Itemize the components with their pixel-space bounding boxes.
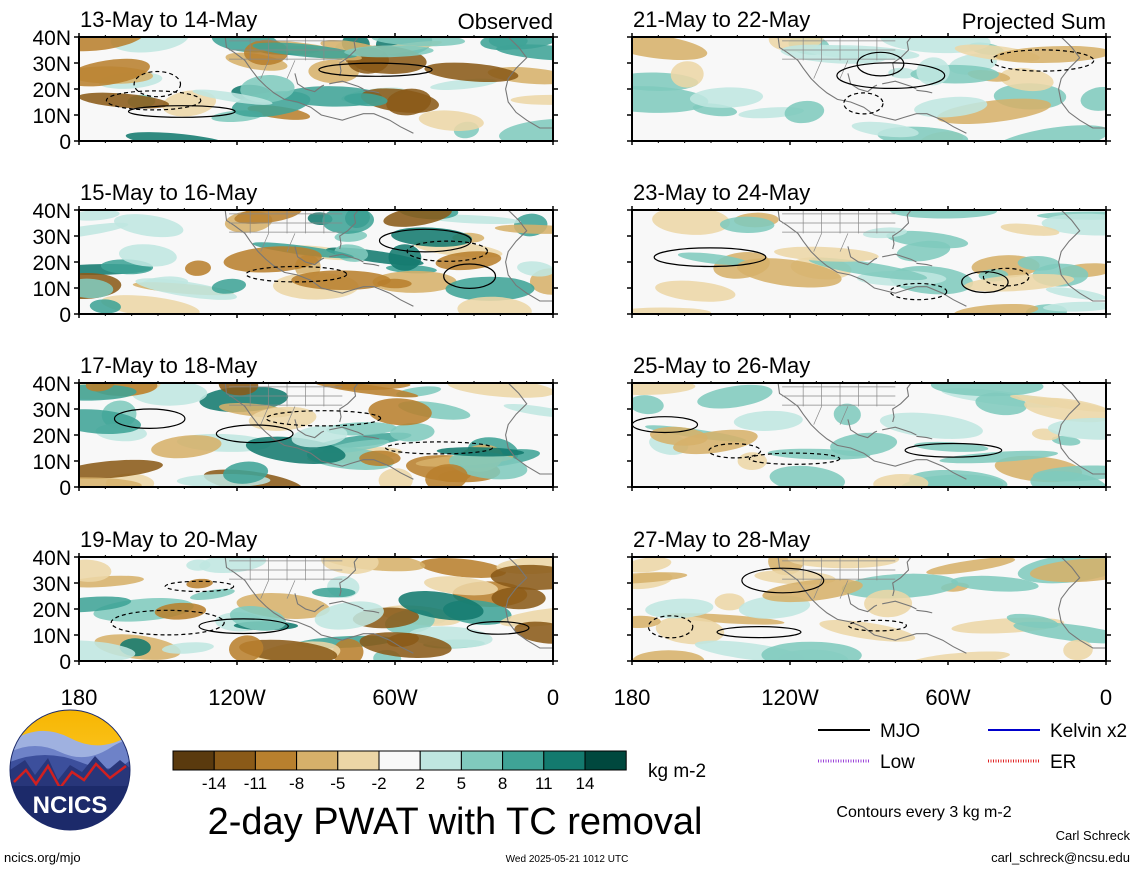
panel-period: 21-May to 22-May [633,7,810,32]
panel-period: 25-May to 26-May [633,353,810,378]
y-tick-label: 30N [32,573,71,596]
figure-title: 2-day PWAT with TC removal [208,801,703,843]
colorbar-swatch [213,750,256,771]
x-tick-label: 180 [614,685,651,710]
y-tick-label: 0 [59,477,71,500]
colorbar-swatch [543,750,586,771]
y-tick-label: 10N [32,278,71,301]
legend-item: Kelvin x2 [988,721,1127,742]
colorbar-label: 2 [415,774,424,793]
y-tick-label: 20N [32,425,71,448]
y-tick-label: 40N [32,27,71,50]
colorbar-swatch [378,750,421,771]
y-tick-label: 30N [32,226,71,249]
colorbar-swatch [337,750,380,771]
y-tick-label: 30N [32,53,71,76]
panel-tag: Observed [458,9,553,34]
footer-email: carl_schreck@ncsu.edu [991,850,1130,865]
colorbar-label: 5 [457,774,466,793]
colorbar: -14 -11 -8 -5 -2 2 5 8 11 14 [172,750,627,793]
footer-author: Carl Schreck [1056,828,1131,843]
legend-item: ER [988,752,1076,773]
y-tick-label: 10N [32,625,71,648]
colorbar-swatch [584,750,627,771]
footer-timestamp: Wed 2025-05-21 1012 UTC [506,854,629,865]
legend-item: Low [818,752,915,773]
y-tick-label: 20N [32,252,71,275]
panel-period: 15-May to 16-May [80,180,257,205]
legend: MJO Kelvin x2 Low ER [818,721,1127,773]
y-tick-label: 0 [59,651,71,674]
panel-4: 0 10N 20N 30N 40N 19-May to 20-May [32,527,558,674]
y-tick-label: 10N [32,451,71,474]
colorbar-label: -14 [202,774,227,793]
x-tick-label: 60W [372,685,417,710]
y-tick-label: 40N [32,200,71,223]
panel-5: 21-May to 22-May Projected Sum [627,7,1111,145]
y-tick-label: 20N [32,79,71,102]
x-tick-label: 180 [61,685,98,710]
panels: 0 10N 20N 30N 40N 13-May to 14-May Observed 0 10… [32,7,1111,674]
x-tick-label: 60W [925,685,970,710]
ncics-logo: NCICS [9,709,131,831]
colorbar-label: 8 [498,774,507,793]
colorbar-swatch [419,750,462,771]
panel-period: 17-May to 18-May [80,353,257,378]
colorbar-label: -2 [371,774,386,793]
x-tick-label: 0 [1100,685,1112,710]
y-tick-label: 0 [59,131,71,154]
panel-7: 25-May to 26-May [627,353,1111,491]
colorbar-label: 14 [576,774,595,793]
logo-text: NCICS [33,792,108,819]
y-tick-label: 30N [32,399,71,422]
panel-tag: Projected Sum [962,9,1106,34]
panel-period: 23-May to 24-May [633,180,810,205]
panel-2: 0 10N 20N 30N 40N 15-May to 16-May [32,180,558,327]
panel-1: 0 10N 20N 30N 40N 13-May to 14-May Observed [32,7,558,154]
colorbar-label: -8 [289,774,304,793]
y-tick-label: 20N [32,599,71,622]
colorbar-swatch [172,750,215,771]
y-tick-label: 40N [32,373,71,396]
legend-label: MJO [880,721,920,742]
panel-period: 27-May to 28-May [633,527,810,552]
colorbar-swatch [296,750,339,771]
colorbar-label: -5 [330,774,345,793]
legend-label: Low [880,752,915,773]
panel-8: 27-May to 28-May [627,527,1111,665]
panel-6: 23-May to 24-May [627,180,1111,318]
y-tick-label: 10N [32,105,71,128]
x-tick-label: 120W [761,685,819,710]
colorbar-label: 11 [535,774,553,793]
panel-3: 0 10N 20N 30N 40N 17-May to 18-May [32,353,558,500]
panel-period: 19-May to 20-May [80,527,257,552]
footer-url: ncics.org/mjo [4,850,81,865]
colorbar-swatch [254,750,298,771]
panel-period: 13-May to 14-May [80,7,257,32]
legend-label: ER [1050,752,1076,773]
colorbar-label: -11 [244,774,267,793]
colorbar-swatch [502,750,545,771]
contour-note: Contours every 3 kg m-2 [836,804,1011,821]
y-tick-label: 40N [32,547,71,570]
colorbar-swatch [460,750,504,771]
bottom-axes: 180 120W 60W 0 180 120W 60W 0 [61,685,1112,710]
legend-item: MJO [818,721,920,742]
colorbar-units: kg m-2 [648,761,706,782]
y-tick-label: 0 [59,304,71,327]
x-tick-label: 120W [208,685,266,710]
legend-label: Kelvin x2 [1050,721,1127,742]
x-tick-label: 0 [547,685,559,710]
